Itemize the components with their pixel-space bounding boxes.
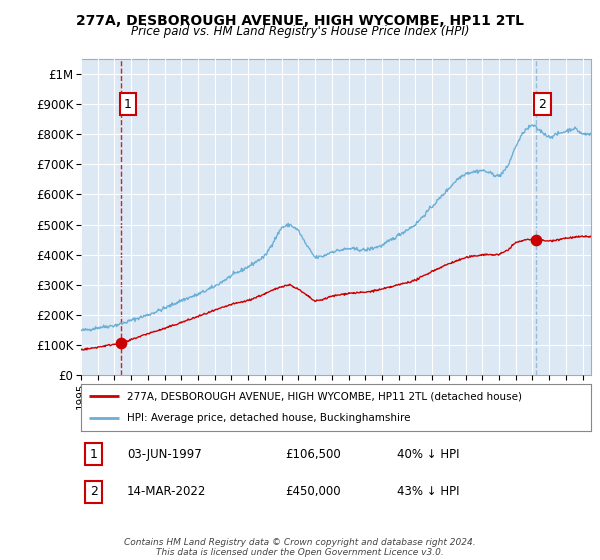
Text: 14-MAR-2022: 14-MAR-2022 (127, 485, 206, 498)
Text: 2: 2 (538, 97, 546, 110)
Text: 277A, DESBOROUGH AVENUE, HIGH WYCOMBE, HP11 2TL: 277A, DESBOROUGH AVENUE, HIGH WYCOMBE, H… (76, 14, 524, 28)
Point (116, 339, 126, 348)
Text: £450,000: £450,000 (285, 485, 341, 498)
Point (531, 235, 541, 244)
Text: 2: 2 (90, 485, 98, 498)
Text: HPI: Average price, detached house, Buckinghamshire: HPI: Average price, detached house, Buck… (127, 413, 410, 423)
Text: 1: 1 (90, 447, 98, 461)
Text: 03-JUN-1997: 03-JUN-1997 (127, 447, 202, 461)
Text: 1: 1 (124, 97, 132, 110)
Text: £106,500: £106,500 (285, 447, 341, 461)
Text: 277A, DESBOROUGH AVENUE, HIGH WYCOMBE, HP11 2TL (detached house): 277A, DESBOROUGH AVENUE, HIGH WYCOMBE, H… (127, 391, 522, 402)
Text: Contains HM Land Registry data © Crown copyright and database right 2024.
This d: Contains HM Land Registry data © Crown c… (124, 538, 476, 557)
Text: 43% ↓ HPI: 43% ↓ HPI (397, 485, 460, 498)
Text: 40% ↓ HPI: 40% ↓ HPI (397, 447, 460, 461)
Text: Price paid vs. HM Land Registry's House Price Index (HPI): Price paid vs. HM Land Registry's House … (131, 25, 469, 38)
